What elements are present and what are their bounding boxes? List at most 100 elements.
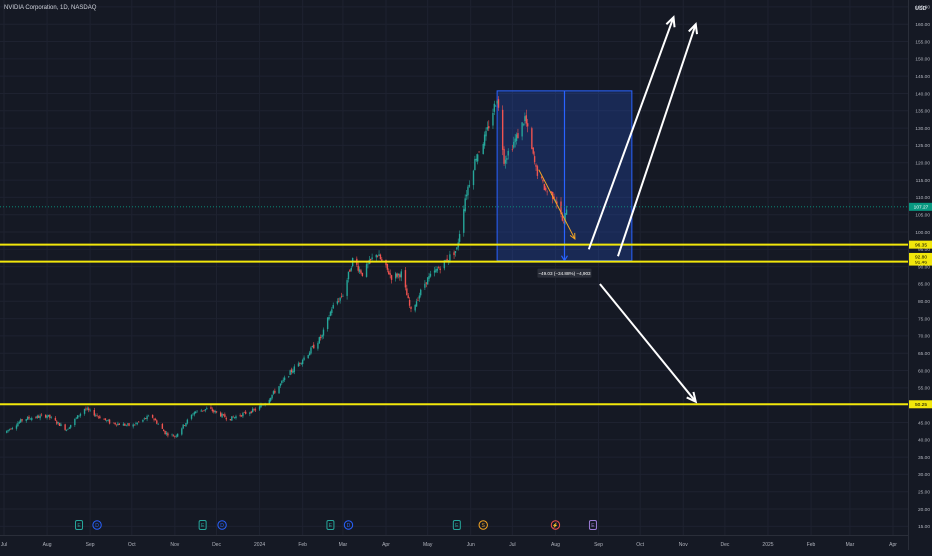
candle-body: [157, 424, 159, 425]
time-tick-label: Jun: [467, 542, 475, 548]
candle-body: [50, 417, 52, 418]
event-dividend-icon: [343, 520, 354, 530]
candle-body: [321, 334, 323, 338]
candle-body: [35, 417, 37, 418]
projection-arrow-head: [688, 22, 699, 35]
candle-body: [495, 105, 497, 107]
candle-body: [29, 418, 32, 420]
candle-body: [322, 329, 325, 336]
projection-arrow: [599, 283, 697, 403]
candle-body: [260, 404, 262, 408]
candle-body: [274, 390, 276, 393]
price-tick-label: 115.00: [916, 178, 931, 184]
candle-body: [175, 435, 177, 437]
time-tick-label: Mar: [846, 542, 855, 548]
candle-body: [271, 394, 273, 399]
candle-body: [438, 267, 440, 269]
candle-body: [243, 412, 246, 413]
candle-body: [378, 254, 380, 256]
price-axis[interactable]: 165.00 160.00 155.00 150.00 145.00 140.00 135.…: [908, 0, 932, 550]
candle-body: [106, 420, 108, 421]
candle-body: [200, 410, 202, 412]
candle-body: [94, 415, 97, 416]
time-tick-label: Apr: [382, 542, 390, 548]
price-tick-label: 145.00: [915, 74, 930, 80]
candle-body: [536, 166, 539, 176]
candle-body: [215, 411, 218, 413]
candle-body: [408, 299, 411, 306]
candle-body: [206, 408, 208, 410]
candle-body: [424, 283, 426, 288]
time-tick-label: Dec: [720, 542, 729, 548]
candle-body: [472, 170, 475, 186]
candle-body: [136, 422, 139, 424]
price-tick-label: 155.00: [915, 39, 930, 45]
candle-body: [561, 216, 564, 221]
candle-body: [429, 273, 432, 277]
candle-body: [418, 295, 421, 299]
candle-body: [272, 391, 275, 394]
mid-price-tag: 92.80: [915, 255, 927, 261]
candle-body: [357, 265, 359, 271]
candle-body: [565, 209, 568, 215]
candle-body: [254, 409, 257, 411]
candle-body: [185, 423, 187, 427]
candle-body: [64, 424, 66, 430]
candle-body: [328, 317, 330, 320]
candle-body: [513, 141, 515, 148]
event-marker-label: D: [220, 523, 224, 529]
candle-body: [174, 436, 176, 437]
candle-body: [79, 413, 82, 416]
time-axis[interactable]: Jul Aug Sep Oct Nov Dec 2024 Feb Mar Apr May Jun Jul…: [0, 535, 908, 551]
candle-body: [6, 430, 8, 433]
event-marker-label: E: [591, 523, 595, 529]
candle-body: [342, 295, 344, 297]
candle-body: [336, 301, 339, 304]
candle-body: [329, 311, 332, 316]
candle-body: [556, 201, 558, 204]
candle-body: [36, 415, 39, 418]
candle-body: [18, 421, 20, 424]
price-tick-label: 20.00: [918, 507, 930, 513]
price-axis-scale[interactable]: 165.00 160.00 155.00 150.00 145.00 140.00 135.…: [909, 0, 932, 550]
candlestick-chart[interactable]: −49.03 (−34.88%) −4,903 E D E D E D E S ⚡ E: [0, 0, 908, 535]
candle-body: [361, 272, 364, 276]
candle-body: [182, 424, 184, 429]
time-tick-label: Oct: [128, 542, 136, 548]
candle-body: [279, 383, 282, 386]
price-tick-label: 120.00: [915, 161, 930, 167]
candle-body: [497, 99, 500, 108]
chart-area[interactable]: −49.03 (−34.88%) −4,903 E D E D E D E S ⚡ E: [0, 0, 908, 535]
candle-body: [44, 414, 47, 418]
candle-body: [229, 419, 232, 421]
candle-body: [128, 423, 130, 426]
price-tick-label: 75.00: [918, 316, 930, 322]
candle-body: [415, 301, 418, 307]
candle-body: [142, 419, 144, 422]
projection-arrow: [587, 16, 675, 250]
candle-body: [219, 412, 222, 417]
candle-body: [404, 270, 407, 288]
event-earnings-icon: [198, 520, 207, 530]
candle-body: [213, 410, 215, 412]
current-price-tag: 107.27: [914, 205, 929, 211]
price-tick-label: 100.00: [915, 230, 930, 236]
candle-body: [543, 183, 546, 191]
time-axis-scale[interactable]: Jul Aug Sep Oct Nov Dec 2024 Feb Mar Apr May Jun Jul…: [0, 536, 908, 551]
event-dividend-icon: [92, 520, 102, 530]
candle-body: [7, 429, 9, 431]
candle-body: [464, 198, 466, 212]
candle-body: [338, 300, 340, 302]
candle-body: [331, 309, 333, 314]
candle-body: [371, 257, 373, 260]
level-price-tag-bg: [909, 240, 932, 249]
candle-body: [21, 419, 23, 421]
event-earnings-icon: [452, 520, 461, 530]
price-tick-label: 160.00: [915, 22, 930, 28]
event-marker-label: D: [95, 523, 99, 529]
candle-body: [107, 420, 109, 421]
candle-body: [492, 112, 494, 126]
candle-body: [210, 407, 212, 409]
currency-label[interactable]: USD: [915, 6, 927, 12]
candle-body: [293, 366, 296, 372]
